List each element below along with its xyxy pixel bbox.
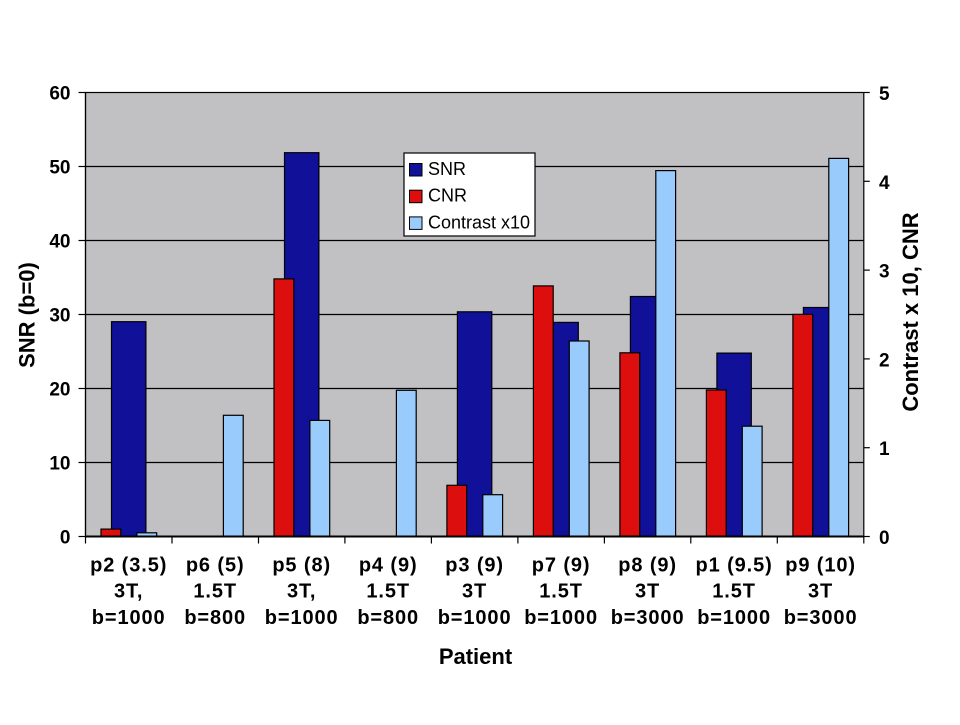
- svg-text:60: 60: [49, 84, 70, 105]
- svg-text:1.5T: 1.5T: [366, 581, 410, 603]
- svg-text:2: 2: [879, 350, 890, 371]
- svg-text:p4 (9): p4 (9): [359, 554, 418, 576]
- svg-text:b=3000: b=3000: [611, 607, 685, 629]
- svg-text:1: 1: [879, 439, 890, 460]
- svg-text:50: 50: [49, 158, 70, 179]
- svg-text:10: 10: [49, 454, 70, 475]
- svg-text:3T: 3T: [462, 581, 487, 603]
- svg-text:1.5T: 1.5T: [539, 581, 583, 603]
- svg-text:CNR: CNR: [428, 186, 467, 206]
- svg-text:p7 (9): p7 (9): [532, 554, 591, 576]
- svg-text:0: 0: [879, 528, 890, 549]
- svg-text:30: 30: [49, 306, 70, 327]
- svg-text:b=1000: b=1000: [438, 607, 512, 629]
- svg-text:p9 (10): p9 (10): [785, 554, 856, 576]
- svg-text:p6 (5): p6 (5): [186, 554, 245, 576]
- svg-text:b=1000: b=1000: [697, 607, 771, 629]
- svg-text:p2 (3.5): p2 (3.5): [90, 554, 167, 576]
- svg-text:SNR (b=0): SNR (b=0): [15, 262, 40, 368]
- svg-text:3: 3: [879, 262, 890, 283]
- svg-text:p3 (9): p3 (9): [445, 554, 504, 576]
- svg-text:Contrast x 10, CNR: Contrast x 10, CNR: [898, 212, 923, 411]
- svg-text:Patient: Patient: [439, 644, 513, 669]
- svg-text:b=1000: b=1000: [524, 607, 598, 629]
- svg-text:40: 40: [49, 232, 70, 253]
- svg-text:3T: 3T: [635, 581, 660, 603]
- svg-text:0: 0: [60, 528, 71, 549]
- svg-text:Contrast x10: Contrast x10: [428, 212, 530, 232]
- svg-text:b=1000: b=1000: [265, 607, 339, 629]
- svg-text:4: 4: [879, 173, 890, 194]
- svg-text:b=3000: b=3000: [784, 607, 858, 629]
- svg-text:5: 5: [879, 84, 890, 105]
- svg-text:b=800: b=800: [184, 607, 246, 629]
- svg-text:3T,: 3T,: [287, 581, 316, 603]
- svg-text:3T: 3T: [808, 581, 833, 603]
- svg-text:p8 (9): p8 (9): [618, 554, 677, 576]
- svg-text:3T,: 3T,: [114, 581, 143, 603]
- svg-text:b=1000: b=1000: [92, 607, 166, 629]
- svg-text:1.5T: 1.5T: [712, 581, 756, 603]
- svg-text:1.5T: 1.5T: [193, 581, 237, 603]
- svg-text:20: 20: [49, 380, 70, 401]
- svg-text:SNR: SNR: [428, 159, 466, 179]
- svg-text:p1 (9.5): p1 (9.5): [695, 554, 772, 576]
- svg-text:b=800: b=800: [357, 607, 419, 629]
- svg-text:p5 (8): p5 (8): [272, 554, 331, 576]
